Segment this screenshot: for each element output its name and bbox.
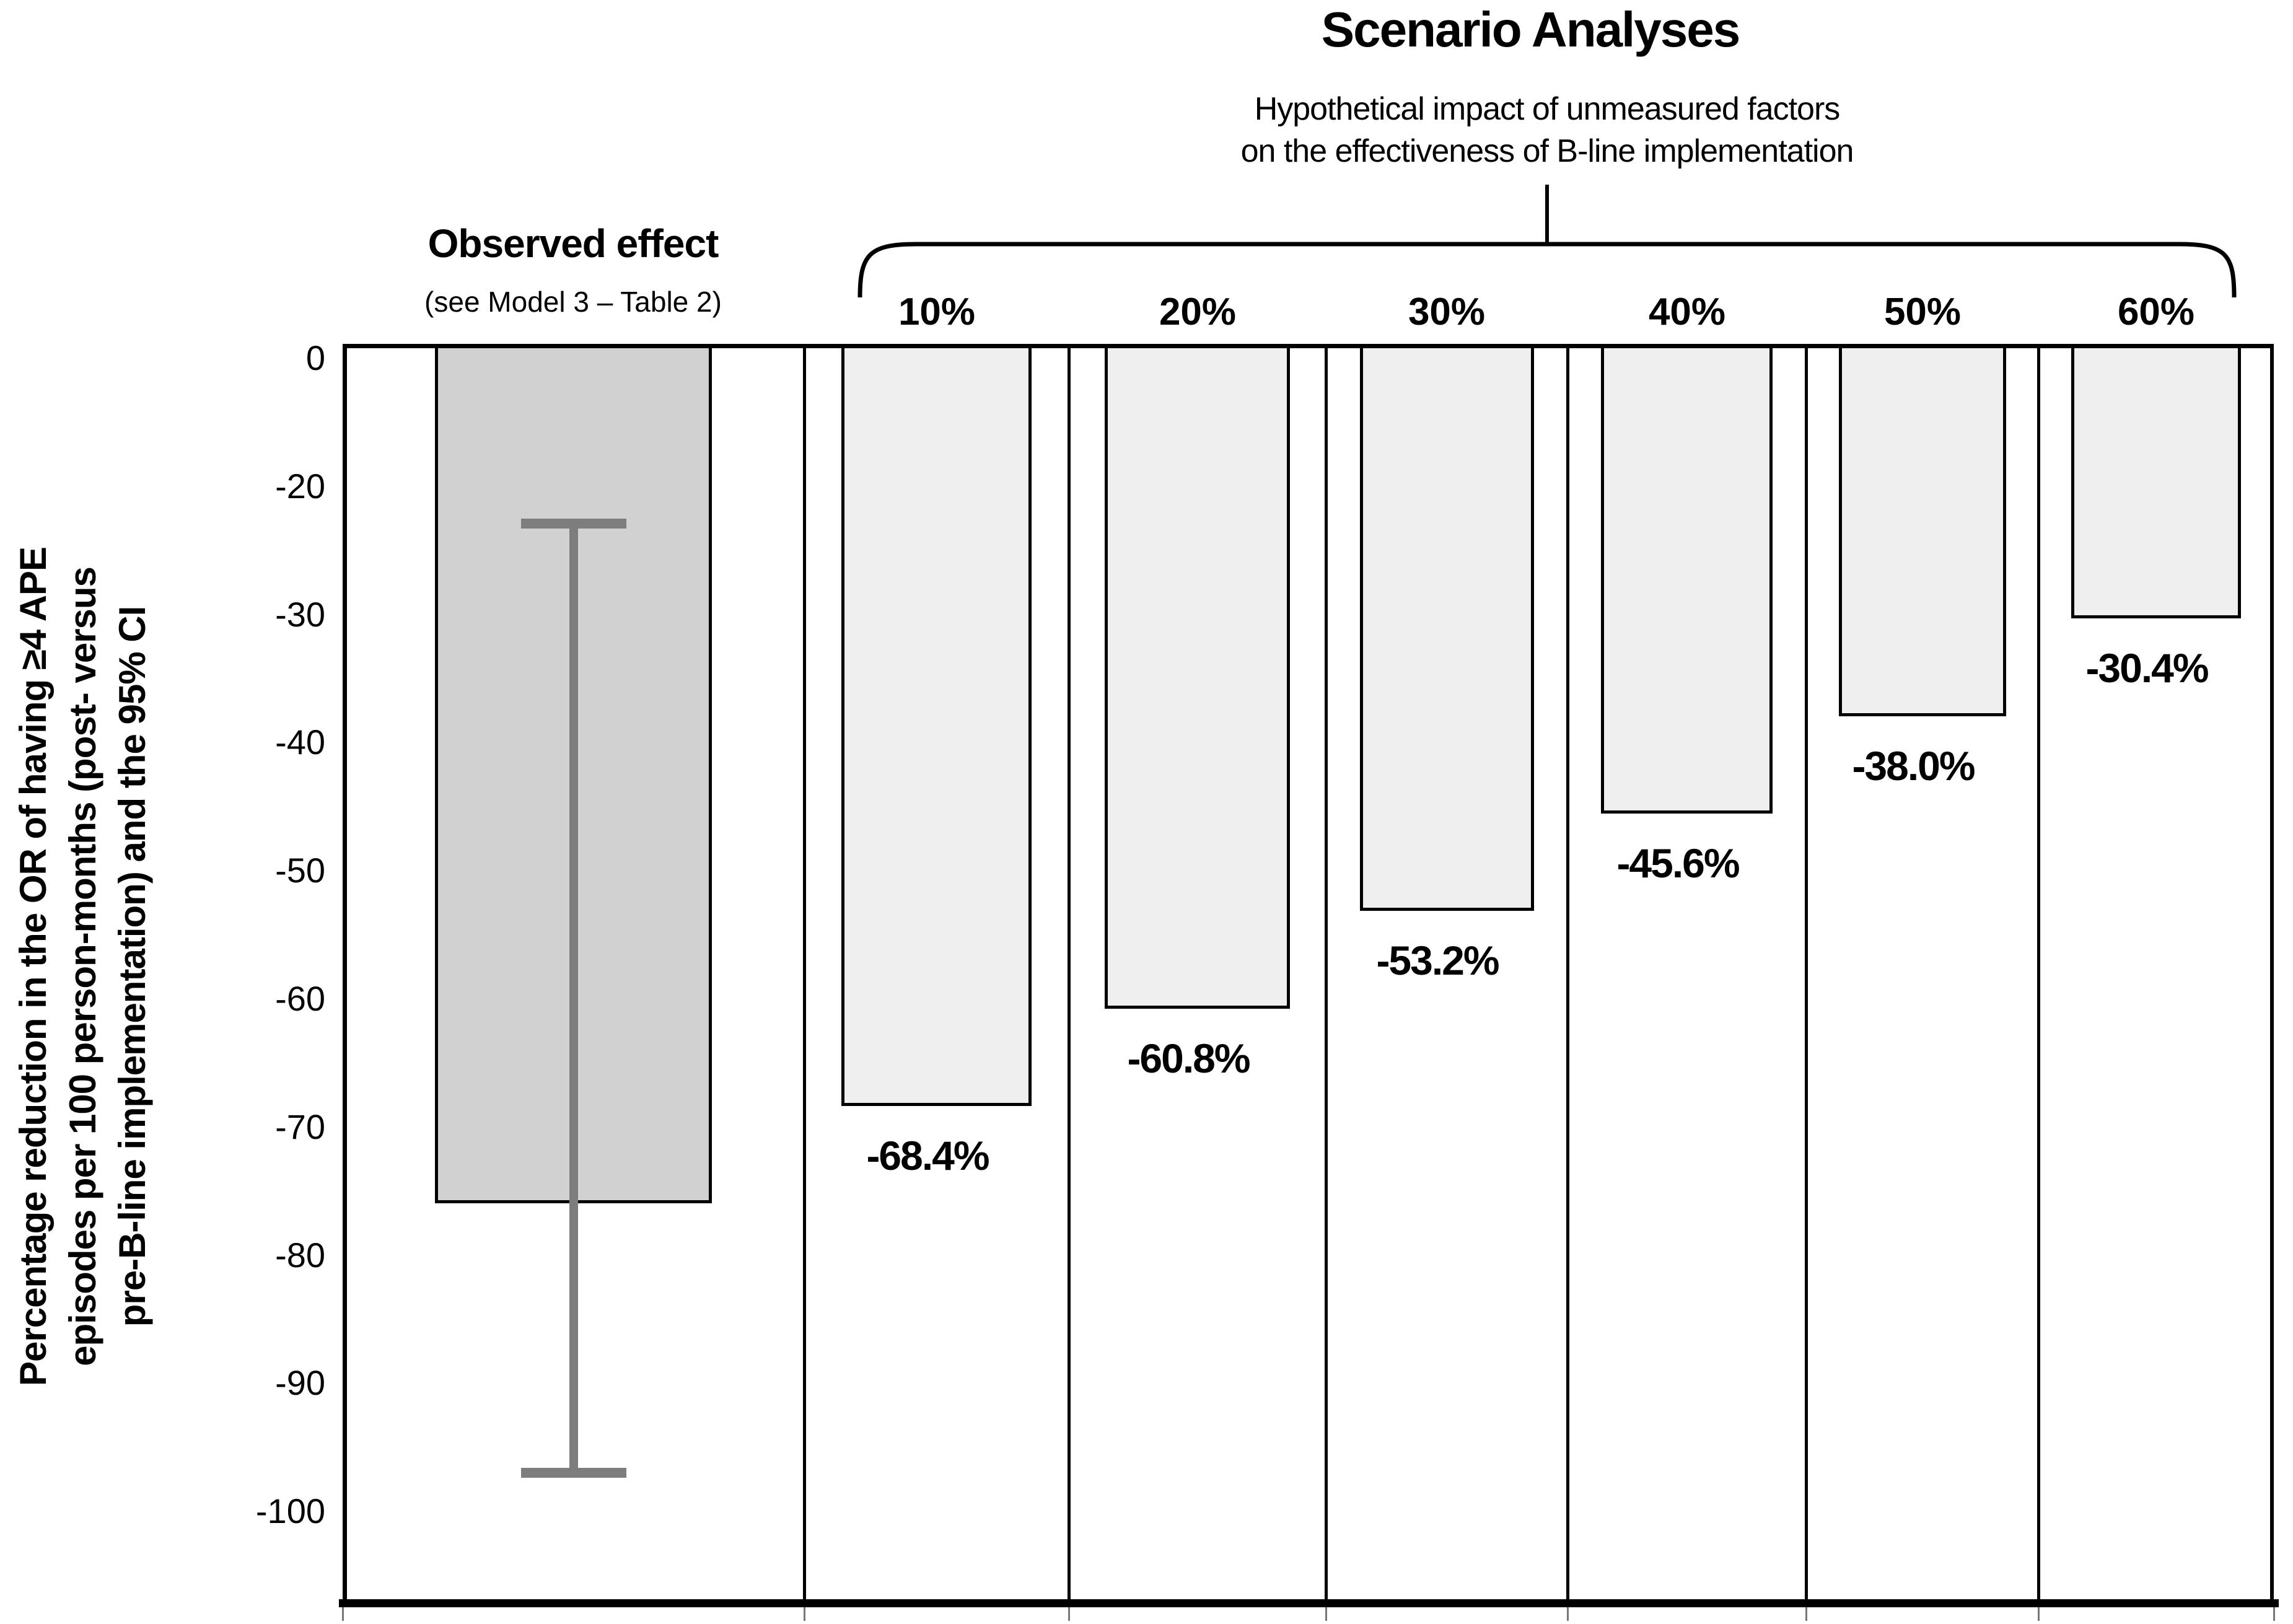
y-tick-label--20: -20 bbox=[275, 467, 325, 506]
bar-50- bbox=[1839, 344, 2006, 716]
error-bar-cap-bottom bbox=[521, 1468, 626, 1478]
scenario-brace bbox=[857, 185, 2237, 298]
chart-subtitle-line1: Hypothetical impact of unmeasured factor… bbox=[1254, 91, 1841, 127]
data-label--38.0%: -38.0% bbox=[1852, 743, 1975, 789]
column-divider bbox=[2037, 344, 2040, 1599]
chart-subtitle-line2: on the effectiveness of B-line implement… bbox=[1240, 133, 1854, 169]
x-axis-line bbox=[339, 1599, 2279, 1607]
bar-10- bbox=[841, 344, 1032, 1106]
chart-title: Scenario Analyses bbox=[1321, 2, 1741, 57]
y-tick-label--90: -90 bbox=[275, 1363, 325, 1402]
data-label--60.8%: -60.8% bbox=[1127, 1035, 1250, 1081]
column-divider bbox=[1068, 344, 1071, 1599]
error-bar-line bbox=[569, 524, 578, 1473]
column-divider bbox=[803, 344, 806, 1599]
column-header-50%: 50% bbox=[1883, 291, 1962, 333]
x-axis-tick bbox=[342, 1607, 344, 1621]
column-divider bbox=[1805, 344, 1808, 1599]
bar-20- bbox=[1105, 344, 1290, 1009]
x-axis-tick bbox=[2273, 1607, 2275, 1621]
bar-40- bbox=[1601, 344, 1773, 814]
column-header-30%: 30% bbox=[1408, 291, 1486, 333]
error-bar-cap-top bbox=[521, 519, 626, 529]
data-label--45.6%: -45.6% bbox=[1616, 840, 1740, 886]
data-label--53.2%: -53.2% bbox=[1376, 937, 1499, 983]
y-tick-label--80: -80 bbox=[275, 1236, 325, 1275]
column-divider bbox=[1325, 344, 1328, 1599]
x-axis-tick bbox=[1068, 1607, 1070, 1621]
y-tick-label-0: 0 bbox=[305, 338, 325, 377]
plot-frame-left bbox=[343, 344, 347, 1599]
column-header-10%: 10% bbox=[898, 291, 976, 333]
x-axis-tick bbox=[1805, 1607, 1807, 1621]
plot-frame-right bbox=[2270, 344, 2274, 1599]
observed-effect-header: Observed effect bbox=[427, 221, 719, 266]
bar-60- bbox=[2071, 344, 2241, 618]
column-divider bbox=[1566, 344, 1569, 1599]
y-tick-label--30: -30 bbox=[275, 595, 325, 634]
data-label--68.4%: -68.4% bbox=[866, 1133, 989, 1178]
x-axis-tick bbox=[804, 1607, 805, 1621]
x-axis-tick bbox=[2038, 1607, 2040, 1621]
column-header-20%: 20% bbox=[1159, 291, 1237, 333]
y-tick-label--60: -60 bbox=[275, 979, 325, 1018]
y-tick-label--50: -50 bbox=[275, 851, 325, 890]
y-tick-label--40: -40 bbox=[275, 722, 325, 762]
column-header-60%: 60% bbox=[2117, 291, 2195, 333]
y-tick-label--70: -70 bbox=[275, 1107, 325, 1146]
observed-effect-subheader: (see Model 3 – Table 2) bbox=[424, 286, 722, 318]
x-axis-tick bbox=[1567, 1607, 1569, 1621]
plot-frame-top bbox=[343, 344, 2274, 348]
y-tick-label--100: -100 bbox=[255, 1491, 325, 1530]
x-axis-tick bbox=[1325, 1607, 1327, 1621]
data-label--30.4%: -30.4% bbox=[2085, 645, 2209, 691]
column-header-40%: 40% bbox=[1648, 291, 1726, 333]
bar-30- bbox=[1360, 344, 1534, 911]
